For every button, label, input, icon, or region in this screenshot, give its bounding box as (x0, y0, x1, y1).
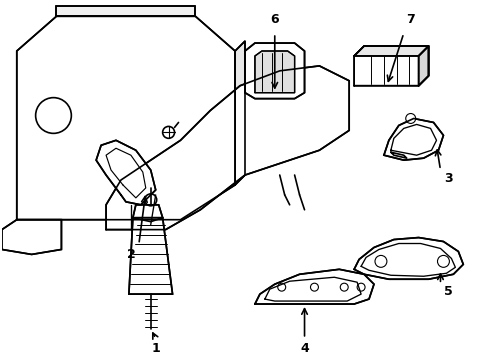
Polygon shape (354, 46, 429, 86)
Polygon shape (133, 205, 163, 222)
Polygon shape (354, 238, 464, 279)
Text: 5: 5 (444, 285, 453, 298)
Polygon shape (255, 51, 294, 93)
Polygon shape (245, 43, 305, 99)
Text: 6: 6 (270, 13, 279, 26)
Polygon shape (418, 46, 429, 86)
Polygon shape (255, 269, 374, 304)
Polygon shape (106, 66, 349, 230)
Text: 3: 3 (444, 171, 453, 185)
Polygon shape (2, 220, 61, 255)
Polygon shape (384, 118, 443, 160)
Polygon shape (96, 140, 156, 205)
Circle shape (406, 113, 416, 123)
Circle shape (163, 126, 174, 138)
Text: 1: 1 (151, 342, 160, 355)
Text: 2: 2 (126, 248, 135, 261)
Polygon shape (56, 6, 196, 16)
Polygon shape (235, 41, 245, 185)
Polygon shape (129, 218, 172, 294)
Circle shape (145, 194, 157, 206)
Polygon shape (354, 46, 429, 56)
Text: 7: 7 (406, 13, 415, 26)
Text: 4: 4 (300, 342, 309, 355)
Polygon shape (17, 16, 235, 220)
